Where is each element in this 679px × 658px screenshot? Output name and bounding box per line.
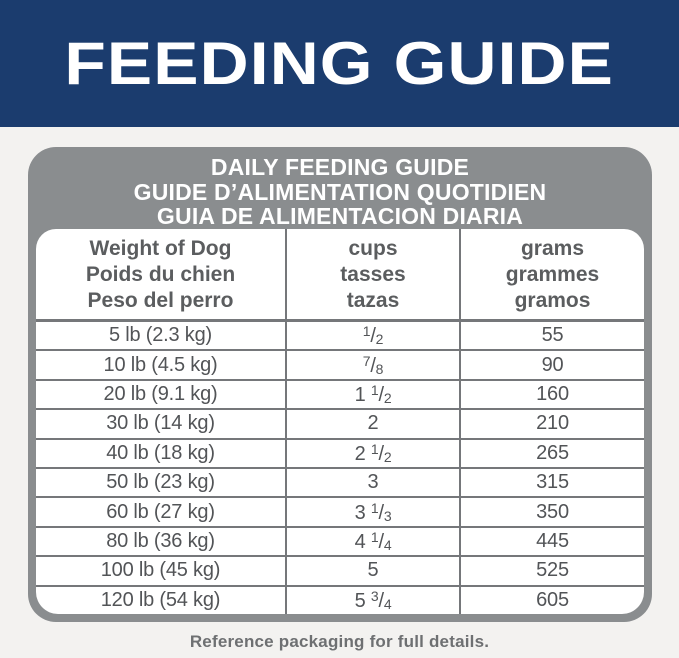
cups-cell: 4 1/4 bbox=[285, 527, 459, 556]
cups-value: 3 1/3 bbox=[354, 499, 392, 524]
table-row: 30 lb (14 kg) 2 210 bbox=[36, 408, 644, 438]
table-row: 10 lb (4.5 kg) 7/8 90 bbox=[36, 349, 644, 379]
table-body: 5 lb (2.3 kg) 1/2 55 10 lb (4.5 kg) 7/8 … bbox=[36, 322, 644, 614]
weight-cell: 60 lb (27 kg) bbox=[106, 500, 215, 523]
table-row: 20 lb (9.1 kg) 1 1/2 160 bbox=[36, 378, 644, 409]
cups-value: 4 1/4 bbox=[354, 529, 392, 554]
column-header-weight-en: Weight of Dog bbox=[89, 237, 232, 260]
grams-cell: 605 bbox=[459, 586, 644, 614]
card-title: DAILY FEEDING GUIDE GUIDE D’ALIMENTATION… bbox=[28, 147, 652, 229]
cups-cell: 1 1/2 bbox=[285, 380, 459, 409]
weight-cell: 10 lb (4.5 kg) bbox=[103, 353, 218, 376]
column-header-grams-fr: grammes bbox=[505, 263, 600, 286]
grams-cell: 350 bbox=[459, 498, 644, 526]
feeding-guide-card: DAILY FEEDING GUIDE GUIDE D’ALIMENTATION… bbox=[28, 147, 652, 622]
card-title-line-french: GUIDE D’ALIMENTATION QUOTIDIEN bbox=[133, 178, 547, 205]
grams-cell: 525 bbox=[459, 557, 644, 585]
grams-cell: 265 bbox=[459, 439, 644, 468]
column-header-cups-fr: tasses bbox=[340, 263, 406, 286]
column-header-cups-es: tazas bbox=[346, 289, 400, 312]
column-header-weight-fr: Poids du chien bbox=[85, 263, 236, 286]
banner-title: FEEDING GUIDE bbox=[64, 30, 615, 97]
cups-value: 2 bbox=[367, 412, 379, 435]
feeding-table: Weight of Dog Poids du chien Peso del pe… bbox=[36, 229, 644, 614]
table-row: 60 lb (27 kg) 3 1/3 350 bbox=[36, 496, 644, 526]
table-row: 5 lb (2.3 kg) 1/2 55 bbox=[36, 322, 644, 350]
grams-cell: 210 bbox=[459, 410, 644, 438]
table-row: 40 lb (18 kg) 2 1/2 265 bbox=[36, 437, 644, 468]
cups-value: 7/8 bbox=[362, 352, 384, 377]
table-row: 50 lb (23 kg) 3 315 bbox=[36, 467, 644, 497]
cups-value: 2 1/2 bbox=[354, 440, 392, 465]
table-row: 100 lb (45 kg) 5 525 bbox=[36, 555, 644, 585]
weight-cell: 50 lb (23 kg) bbox=[106, 471, 215, 494]
cups-cell: 3 bbox=[285, 469, 459, 497]
cups-cell: 5 bbox=[285, 557, 459, 585]
grams-cell: 445 bbox=[459, 527, 644, 556]
table-row: 120 lb (54 kg) 5 3/4 605 bbox=[36, 584, 644, 614]
weight-cell: 20 lb (9.1 kg) bbox=[103, 383, 218, 406]
cups-value: 1/2 bbox=[362, 323, 384, 348]
cups-cell: 2 1/2 bbox=[285, 439, 459, 468]
cups-value: 5 bbox=[367, 559, 379, 582]
table-row: 80 lb (36 kg) 4 1/4 445 bbox=[36, 525, 644, 556]
cups-cell: 1/2 bbox=[285, 322, 459, 350]
table-header-row: Weight of Dog Poids du chien Peso del pe… bbox=[36, 229, 644, 322]
cups-cell: 2 bbox=[285, 410, 459, 438]
column-header-weight: Weight of Dog Poids du chien Peso del pe… bbox=[36, 229, 285, 319]
cups-cell: 3 1/3 bbox=[285, 498, 459, 526]
grams-cell: 160 bbox=[459, 380, 644, 409]
card-title-line-english: DAILY FEEDING GUIDE bbox=[210, 154, 470, 180]
column-header-grams: grams grammes gramos bbox=[459, 229, 644, 319]
cups-value: 3 bbox=[367, 471, 379, 494]
weight-cell: 80 lb (36 kg) bbox=[106, 530, 215, 553]
cups-cell: 5 3/4 bbox=[285, 586, 459, 614]
column-header-weight-es: Peso del perro bbox=[87, 289, 234, 312]
banner: FEEDING GUIDE bbox=[0, 0, 679, 127]
cups-cell: 7/8 bbox=[285, 351, 459, 379]
column-header-grams-en: grams bbox=[520, 237, 585, 260]
grams-cell: 55 bbox=[459, 322, 644, 350]
card-title-line-spanish: GUIA DE ALIMENTACION DIARIA bbox=[156, 203, 524, 229]
grams-cell: 315 bbox=[459, 469, 644, 497]
column-header-cups-en: cups bbox=[348, 237, 398, 260]
weight-cell: 30 lb (14 kg) bbox=[106, 412, 215, 435]
column-header-cups: cups tasses tazas bbox=[285, 229, 459, 319]
weight-cell: 40 lb (18 kg) bbox=[106, 441, 215, 464]
weight-cell: 120 lb (54 kg) bbox=[100, 588, 221, 611]
cups-value: 1 1/2 bbox=[354, 382, 392, 407]
footer-note: Reference packaging for full details. bbox=[189, 632, 490, 651]
cups-value: 5 3/4 bbox=[354, 587, 392, 612]
grams-cell: 90 bbox=[459, 351, 644, 379]
column-header-grams-es: gramos bbox=[514, 289, 591, 312]
weight-cell: 100 lb (45 kg) bbox=[100, 559, 221, 582]
weight-cell: 5 lb (2.3 kg) bbox=[108, 324, 212, 347]
